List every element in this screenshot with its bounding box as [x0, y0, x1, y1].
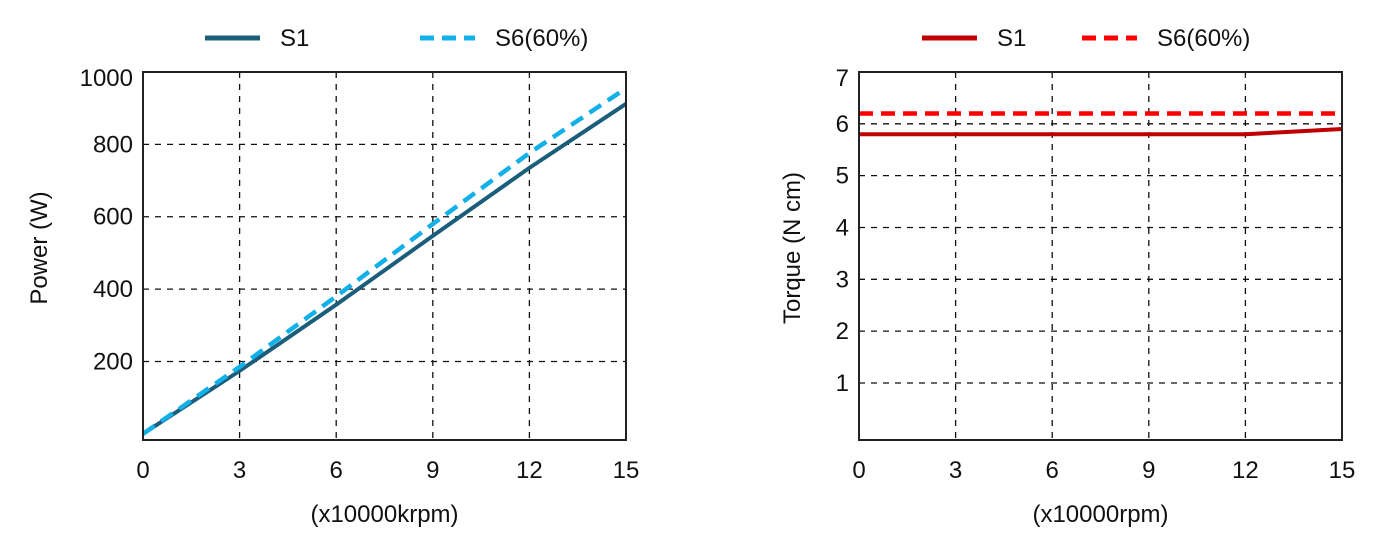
- legend-label: S1: [280, 25, 309, 52]
- x-tick-label: 12: [1232, 457, 1259, 484]
- chart-0: 0 3 6 9 12 15 200 400 600 800 1000 S1 S6(60%) (x10000…: [26, 25, 639, 528]
- x-tick-label: 9: [1142, 457, 1155, 484]
- x-tick-label: 0: [852, 457, 865, 484]
- y-tick-label: 6: [836, 111, 849, 138]
- y-tick-label: 7: [836, 65, 849, 92]
- series-line-0: [859, 127, 1343, 137]
- legend-label: S1: [997, 25, 1026, 52]
- x-tick-label: 12: [516, 457, 543, 484]
- legend-label: S6(60%): [495, 25, 588, 52]
- y-tick-label: 1: [836, 370, 849, 397]
- x-axis-title: (x10000rpm): [1032, 501, 1168, 528]
- plot-frame: [142, 71, 627, 441]
- y-tick-label: 2: [836, 318, 849, 345]
- x-axis-title: (x10000krpm): [310, 501, 458, 528]
- y-tick-label: 200: [93, 348, 133, 375]
- y-tick-label: 600: [93, 204, 133, 231]
- series-line-1: [141, 86, 628, 436]
- series-line-0: [141, 102, 628, 436]
- y-tick-label: 800: [93, 131, 133, 158]
- y-axis-title: Power (W): [26, 191, 53, 304]
- y-tick-label: 1000: [80, 65, 133, 92]
- x-tick-label: 3: [233, 457, 246, 484]
- y-tick-label: 5: [836, 163, 849, 190]
- legend-label: S6(60%): [1157, 25, 1250, 52]
- x-tick-label: 15: [613, 457, 640, 484]
- y-axis-title: Torque (N cm): [779, 172, 806, 324]
- x-tick-label: 3: [949, 457, 962, 484]
- y-tick-label: 400: [93, 276, 133, 303]
- x-tick-label: 0: [136, 457, 149, 484]
- x-tick-label: 6: [1046, 457, 1059, 484]
- x-tick-label: 15: [1329, 457, 1356, 484]
- x-tick-label: 6: [330, 457, 343, 484]
- x-tick-label: 9: [426, 457, 439, 484]
- y-tick-label: 4: [836, 214, 849, 241]
- plot-frame: [858, 71, 1343, 441]
- y-tick-label: 3: [836, 266, 849, 293]
